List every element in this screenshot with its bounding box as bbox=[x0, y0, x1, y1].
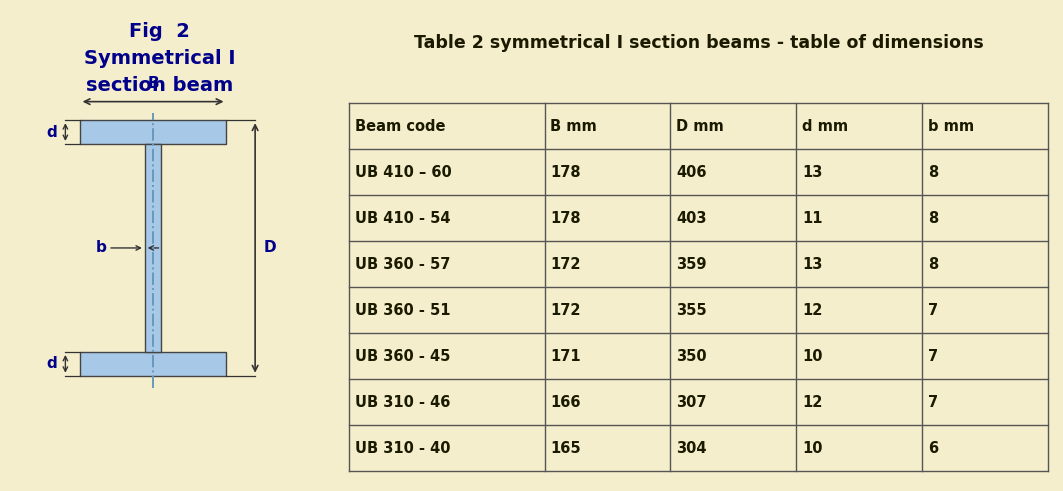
Text: 12: 12 bbox=[803, 395, 823, 410]
Text: 10: 10 bbox=[803, 349, 823, 364]
Text: 7: 7 bbox=[928, 303, 939, 318]
Text: 11: 11 bbox=[803, 211, 823, 226]
Text: b: b bbox=[96, 241, 106, 255]
Text: b mm: b mm bbox=[928, 119, 975, 134]
Text: UB 410 – 60: UB 410 – 60 bbox=[355, 164, 452, 180]
Text: 406: 406 bbox=[676, 164, 707, 180]
Text: 7: 7 bbox=[928, 395, 939, 410]
Text: 304: 304 bbox=[676, 441, 707, 456]
Text: 7: 7 bbox=[928, 349, 939, 364]
Text: UB 360 - 45: UB 360 - 45 bbox=[355, 349, 450, 364]
Text: 178: 178 bbox=[551, 211, 581, 226]
Text: 171: 171 bbox=[551, 349, 581, 364]
Text: UB 310 - 46: UB 310 - 46 bbox=[355, 395, 450, 410]
Text: B: B bbox=[148, 76, 158, 91]
Text: Fig  2: Fig 2 bbox=[129, 22, 190, 41]
Text: 355: 355 bbox=[676, 303, 707, 318]
Text: Table 2 symmetrical I section beams - table of dimensions: Table 2 symmetrical I section beams - ta… bbox=[414, 34, 983, 53]
Text: 166: 166 bbox=[551, 395, 581, 410]
Text: Symmetrical I: Symmetrical I bbox=[84, 49, 235, 68]
Text: 8: 8 bbox=[928, 211, 939, 226]
Text: 350: 350 bbox=[676, 349, 707, 364]
Text: 13: 13 bbox=[803, 257, 823, 272]
Text: UB 360 - 57: UB 360 - 57 bbox=[355, 257, 450, 272]
Text: 178: 178 bbox=[551, 164, 581, 180]
Text: 307: 307 bbox=[676, 395, 707, 410]
Text: section beam: section beam bbox=[86, 76, 233, 95]
Text: D: D bbox=[264, 241, 276, 255]
Text: 403: 403 bbox=[676, 211, 707, 226]
Text: 172: 172 bbox=[551, 303, 581, 318]
Text: Beam code: Beam code bbox=[355, 119, 445, 134]
Text: 13: 13 bbox=[803, 164, 823, 180]
Text: 359: 359 bbox=[676, 257, 707, 272]
Bar bbox=[80, 120, 226, 144]
Text: 165: 165 bbox=[551, 441, 581, 456]
Text: 12: 12 bbox=[803, 303, 823, 318]
Bar bbox=[80, 352, 226, 376]
Text: d mm: d mm bbox=[803, 119, 848, 134]
Bar bbox=[145, 144, 162, 352]
Text: 8: 8 bbox=[928, 164, 939, 180]
Text: B mm: B mm bbox=[551, 119, 597, 134]
Text: d: d bbox=[47, 356, 57, 371]
Text: UB 360 - 51: UB 360 - 51 bbox=[355, 303, 450, 318]
Text: UB 410 - 54: UB 410 - 54 bbox=[355, 211, 450, 226]
Text: 8: 8 bbox=[928, 257, 939, 272]
Text: 6: 6 bbox=[928, 441, 939, 456]
Text: d: d bbox=[47, 125, 57, 139]
Text: 10: 10 bbox=[803, 441, 823, 456]
Text: D mm: D mm bbox=[676, 119, 724, 134]
Text: 172: 172 bbox=[551, 257, 581, 272]
Text: UB 310 - 40: UB 310 - 40 bbox=[355, 441, 450, 456]
